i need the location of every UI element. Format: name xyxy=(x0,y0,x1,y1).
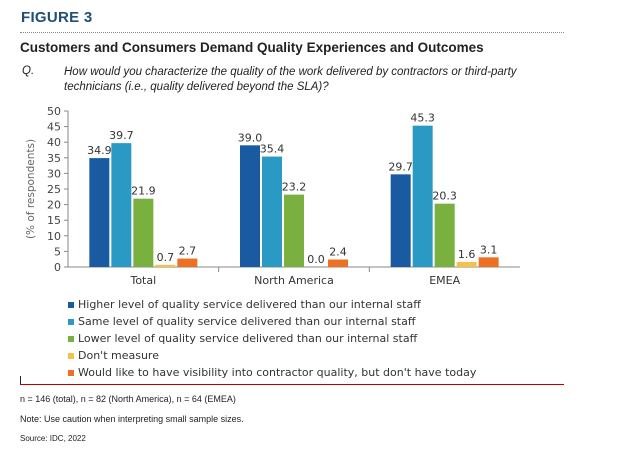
data-label: 35.4 xyxy=(260,143,285,156)
category-label: Total xyxy=(129,274,156,287)
legend-item: Would like to have visibility into contr… xyxy=(68,364,476,381)
top-divider xyxy=(20,32,564,33)
data-label: 0.7 xyxy=(157,251,175,264)
y-tick-label: 20 xyxy=(47,199,61,212)
legend-swatch xyxy=(68,352,74,359)
y-tick-label: 25 xyxy=(47,183,61,196)
bar xyxy=(390,174,411,267)
data-label: 39.0 xyxy=(238,131,263,144)
bar xyxy=(111,143,132,267)
bottom-rule-tick xyxy=(20,376,21,385)
bar xyxy=(478,257,499,267)
sample-size-note: n = 146 (total), n = 82 (North America),… xyxy=(20,394,236,404)
data-label: 2.4 xyxy=(329,246,347,259)
bar xyxy=(284,194,304,267)
data-label: 2.7 xyxy=(179,245,197,258)
y-tick-label: 30 xyxy=(47,167,61,180)
legend-swatch xyxy=(68,301,74,308)
figure-label: FIGURE 3 xyxy=(21,9,93,26)
data-label: 21.9 xyxy=(131,185,156,198)
y-tick-label: 50 xyxy=(47,105,61,118)
y-tick-label: 35 xyxy=(47,152,61,165)
legend-item: Higher level of quality service delivere… xyxy=(68,296,476,313)
bar xyxy=(133,198,154,267)
bar xyxy=(155,264,176,267)
bar-chart: 0 5 10 15 20 25 30 35 40 45 50 (% of respondents) 34… xyxy=(25,105,520,287)
data-label: 29.7 xyxy=(388,160,413,173)
data-label: 3.1 xyxy=(480,243,498,256)
data-label: 20.3 xyxy=(432,190,457,203)
legend-swatch xyxy=(68,318,74,325)
data-label: 0.0 xyxy=(307,253,325,266)
bar xyxy=(456,262,477,267)
y-tick-label: 10 xyxy=(47,230,61,243)
data-label: 39.7 xyxy=(109,129,134,142)
y-tick-label: 15 xyxy=(47,214,61,227)
bottom-divider xyxy=(20,384,564,385)
legend-label: Don't measure xyxy=(78,349,159,362)
caution-note: Note: Use caution when interpreting smal… xyxy=(20,414,244,424)
y-tick-label: 40 xyxy=(47,136,61,149)
bar xyxy=(328,259,348,267)
source-note: Source: IDC, 2022 xyxy=(20,434,86,443)
bar xyxy=(412,125,433,267)
figure-title: Customers and Consumers Demand Quality E… xyxy=(20,40,484,55)
data-label: 1.6 xyxy=(458,248,476,261)
legend-label: Higher level of quality service delivere… xyxy=(78,298,421,311)
category-label: North America xyxy=(254,274,334,287)
y-axis-title: (% of respondents) xyxy=(25,139,37,239)
data-label: 45.3 xyxy=(410,112,435,125)
y-tick-label: 5 xyxy=(54,245,61,258)
legend-item: Same level of quality service delivered … xyxy=(68,313,476,330)
data-label: 23.2 xyxy=(282,181,307,194)
bar xyxy=(177,258,198,267)
legend-label: Lower level of quality service delivered… xyxy=(78,332,418,345)
category-label: EMEA xyxy=(429,274,460,287)
bar xyxy=(262,156,282,267)
question-text: How would you characterize the quality o… xyxy=(64,66,517,93)
bar xyxy=(434,203,455,267)
legend-item: Lower level of quality service delivered… xyxy=(68,330,476,347)
legend-label: Same level of quality service delivered … xyxy=(78,315,416,328)
legend-swatch xyxy=(68,369,74,376)
y-tick-label: 45 xyxy=(47,121,61,134)
question-label: Q. xyxy=(22,65,35,77)
data-label: 34.9 xyxy=(87,144,112,157)
y-tick-label: 0 xyxy=(54,261,61,274)
legend-label: Would like to have visibility into contr… xyxy=(78,366,477,379)
bar xyxy=(89,158,110,267)
legend-item: Don't measure xyxy=(68,347,476,364)
bar xyxy=(240,145,260,267)
legend-swatch xyxy=(68,335,74,342)
chart-legend: Higher level of quality service delivere… xyxy=(68,296,476,381)
